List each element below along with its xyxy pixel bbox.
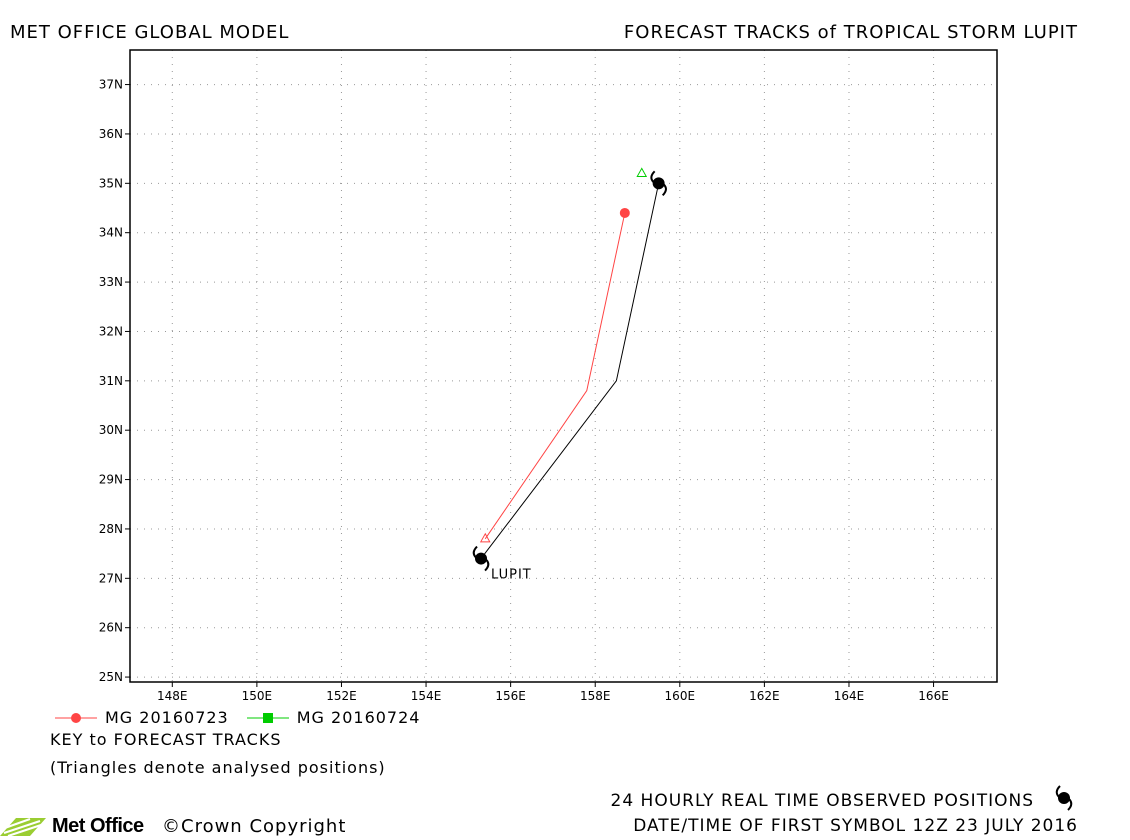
y-tick-label: 36N bbox=[99, 127, 123, 141]
track-markers bbox=[472, 167, 667, 572]
x-tick-label: 164E bbox=[834, 689, 865, 700]
legend-label: MG 20160723 bbox=[105, 708, 229, 727]
copyright-text: ©Crown Copyright bbox=[162, 816, 347, 837]
legend-swatch-green-square bbox=[246, 712, 289, 723]
chart-title: FORECAST TRACKS of TROPICAL STORM LUPIT bbox=[623, 22, 1078, 43]
y-tick-label: 35N bbox=[99, 176, 123, 190]
series-tracks bbox=[480, 183, 660, 559]
key-title: KEY to FORECAST TRACKS bbox=[50, 730, 282, 749]
x-tick-label: 160E bbox=[665, 689, 696, 700]
axis-ticks: 148E 150E 152E 154E 156E 158E 160E 162E 164E 166E… bbox=[99, 78, 949, 700]
x-tick-label: 150E bbox=[242, 689, 273, 700]
legend-swatch-red-circle bbox=[55, 712, 97, 723]
y-tick-label: 30N bbox=[99, 423, 123, 437]
x-tick-label: 156E bbox=[495, 689, 526, 700]
track-line-observed bbox=[480, 183, 660, 559]
legend-item-mg-20160724: MG 20160724 bbox=[246, 708, 421, 727]
grid-lines bbox=[130, 50, 997, 682]
storm-symbol-icon bbox=[472, 545, 490, 572]
x-tick-label: 152E bbox=[326, 689, 357, 700]
y-tick-label: 31N bbox=[99, 374, 123, 388]
first-symbol-datetime: DATE/TIME OF FIRST SYMBOL 12Z 23 JULY 20… bbox=[633, 816, 1078, 836]
x-tick-label: 154E bbox=[411, 689, 442, 700]
storm-symbol-icon bbox=[650, 170, 667, 197]
storm-name-label: LUPIT bbox=[491, 568, 532, 583]
track-chart: 148E 150E 152E 154E 156E 158E 160E 162E 164E 166E… bbox=[99, 49, 998, 700]
y-tick-label: 34N bbox=[99, 226, 123, 240]
plot-frame bbox=[129, 49, 998, 683]
met-office-logo: Met Office bbox=[0, 812, 144, 840]
key-note: (Triangles denote analysed positions) bbox=[50, 758, 386, 777]
y-tick-label: 25N bbox=[99, 670, 123, 684]
y-tick-label: 32N bbox=[99, 324, 123, 338]
x-tick-label: 158E bbox=[580, 689, 611, 700]
y-tick-label: 27N bbox=[99, 571, 123, 585]
header-left-title: MET OFFICE GLOBAL MODEL bbox=[10, 22, 290, 43]
y-tick-label: 29N bbox=[99, 473, 123, 487]
x-tick-label: 166E bbox=[918, 689, 949, 700]
observed-positions-note: 24 HOURLY REAL TIME OBSERVED POSITIONS bbox=[610, 791, 1034, 811]
x-tick-label: 162E bbox=[749, 689, 780, 700]
storm-symbol-icon bbox=[1055, 785, 1073, 811]
met-office-logo-icon bbox=[0, 818, 46, 837]
analysed-position-triangle bbox=[479, 532, 491, 543]
y-tick-label: 37N bbox=[99, 78, 123, 92]
legend-label: MG 20160724 bbox=[296, 708, 421, 727]
y-tick-label: 26N bbox=[99, 621, 123, 635]
met-office-logo-text: Met Office bbox=[52, 814, 144, 837]
y-tick-label: 28N bbox=[99, 522, 123, 536]
analysed-position-triangle bbox=[636, 167, 648, 177]
y-tick-label: 33N bbox=[99, 275, 123, 289]
forecast-end-point bbox=[619, 207, 630, 218]
track-line-mg-20160723 bbox=[484, 212, 626, 540]
legend-item-mg-20160723: MG 20160723 bbox=[55, 708, 229, 727]
x-tick-label: 148E bbox=[157, 689, 188, 700]
legend: MG 20160723 MG 20160724 bbox=[55, 708, 438, 727]
